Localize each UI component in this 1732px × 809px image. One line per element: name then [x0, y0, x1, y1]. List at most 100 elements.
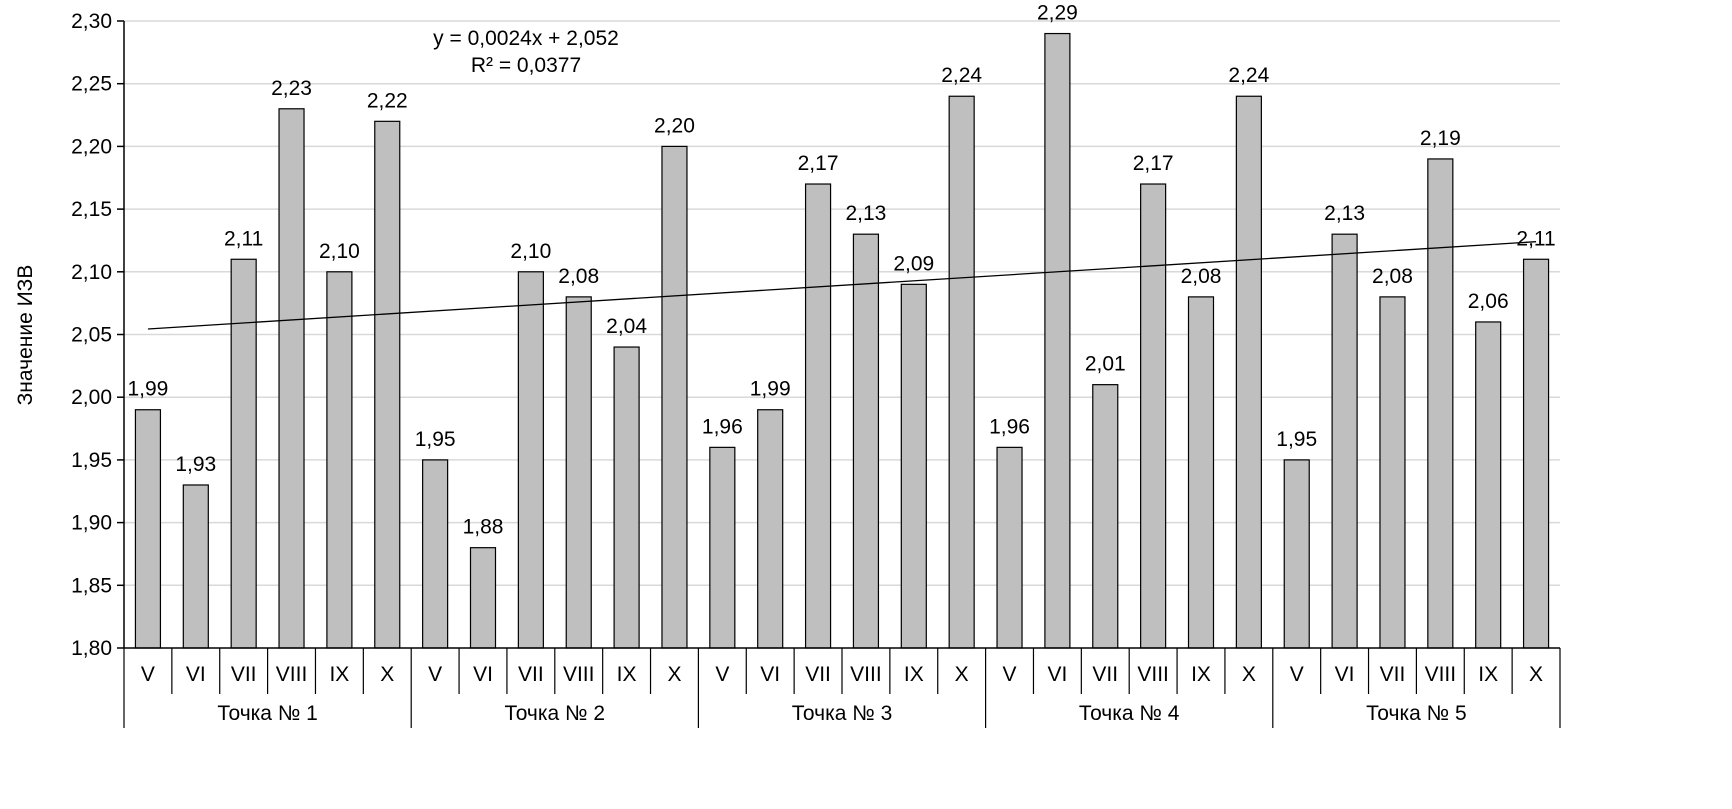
y-tick-label: 2,00: [71, 386, 112, 409]
y-tick-label: 2,05: [71, 324, 112, 347]
data-label: 2,11: [1516, 227, 1555, 250]
x-tick-label-month: VII: [1092, 663, 1118, 686]
x-tick-label-month: V: [1290, 663, 1304, 686]
x-tick-label-month: VII: [805, 663, 831, 686]
bar: [613, 346, 640, 649]
bar: [1187, 296, 1215, 649]
data-label: 2,23: [271, 77, 312, 100]
x-tick-label-month: X: [955, 663, 969, 686]
x-group-label: Точка № 2: [505, 702, 606, 725]
x-tick-label-month: X: [380, 663, 394, 686]
y-axis: 1,80 1,85 1,90 1,95 2,00 2,05 2,10 2,15 2,20 2,25…: [71, 10, 125, 660]
x-tick-label-month: VII: [1380, 663, 1406, 686]
bar: [1283, 459, 1310, 649]
x-tick-label-month: IX: [904, 663, 924, 686]
bar: [804, 183, 832, 649]
bar: [469, 547, 497, 649]
data-label: 1,99: [127, 378, 168, 401]
bar: [1379, 296, 1406, 649]
data-label: 2,13: [1324, 202, 1365, 225]
data-label: 2,08: [1372, 265, 1413, 288]
data-label: 2,08: [558, 265, 599, 288]
data-label: 1,95: [415, 428, 456, 451]
x-tick-label-month: IX: [617, 663, 637, 686]
bar: [374, 120, 401, 649]
data-label: 1,88: [463, 516, 504, 539]
data-label: 2,19: [1420, 127, 1461, 150]
x-tick-label-month: IX: [1478, 663, 1498, 686]
x-tick-label-month: X: [667, 663, 681, 686]
data-label: 1,99: [750, 378, 791, 401]
bar: [230, 258, 257, 649]
bar: [661, 145, 688, 649]
y-tick-label: 1,95: [71, 449, 112, 472]
x-tick-label-month: VIII: [563, 663, 595, 686]
data-label: 1,96: [989, 415, 1030, 438]
y-tick-label: 2,15: [71, 198, 112, 221]
x-tick-label-month: VIII: [1425, 663, 1457, 686]
x-tick-label-month: V: [141, 663, 155, 686]
data-label: 2,24: [1228, 64, 1269, 87]
data-label: 2,22: [367, 89, 408, 112]
x-tick-label-month: VIII: [276, 663, 308, 686]
bar: [757, 409, 784, 649]
data-label: 1,95: [1276, 428, 1317, 451]
x-tick-label-month: X: [1242, 663, 1256, 686]
x-tick-label-month: V: [1003, 663, 1017, 686]
bar: [852, 233, 880, 649]
x-tick-label-month: VII: [518, 663, 544, 686]
x-tick-label-month: IX: [1191, 663, 1211, 686]
y-tick-label: 1,90: [71, 512, 112, 535]
x-tick-label-month: VI: [473, 663, 493, 686]
y-tick-label: 1,85: [71, 574, 112, 597]
gridlines: [124, 20, 1560, 587]
y-tick-label: 2,25: [71, 73, 112, 96]
bar: [1140, 183, 1167, 649]
bar: [278, 108, 305, 649]
x-group-label: Точка № 1: [217, 702, 318, 725]
x-group-label: Точка № 4: [1079, 702, 1180, 725]
data-label: 2,10: [319, 240, 360, 263]
data-label: 2,17: [1133, 152, 1174, 175]
x-tick-label-month: VI: [186, 663, 206, 686]
y-tick-label: 2,10: [71, 261, 112, 284]
x-axis: V VI VII VIII IX X Точка № 1 V VI VII VIII IX X Точка…: [123, 647, 1561, 728]
x-tick-label-month: VI: [1335, 663, 1355, 686]
data-label: 2,01: [1085, 353, 1126, 376]
data-label: 2,20: [654, 114, 695, 137]
y-axis-label: Значение ИЗВ: [14, 265, 37, 406]
data-label: 2,24: [941, 64, 982, 87]
bar: [517, 271, 544, 649]
data-label: 2,06: [1468, 290, 1509, 313]
bar: [709, 446, 736, 649]
y-tick-label: 2,20: [71, 135, 112, 158]
bar: [1044, 32, 1071, 649]
bar: [326, 271, 353, 649]
x-group-label: Точка № 5: [1366, 702, 1467, 725]
x-group-label: Точка № 3: [792, 702, 893, 725]
bar: [1235, 95, 1262, 649]
bar: [565, 296, 592, 649]
x-tick-label-month: V: [428, 663, 442, 686]
trendline-equation: y = 0,0024x + 2,052: [433, 27, 619, 50]
x-tick-label-month: X: [1529, 663, 1543, 686]
bar: [948, 95, 975, 649]
bars: 1,99 1,93 2,11 2,23 2,10 2,22 1,95 1,88 2,10 2,08…: [127, 2, 1556, 649]
bar: [1331, 233, 1358, 649]
y-tick-label: 2,30: [71, 10, 112, 33]
bar: [134, 409, 162, 649]
data-label: 1,93: [175, 453, 216, 476]
y-tick-label: 1,80: [71, 637, 112, 660]
x-tick-label-month: V: [715, 663, 729, 686]
bar: [182, 484, 209, 649]
bar: [900, 283, 927, 649]
x-tick-label-month: VI: [1047, 663, 1067, 686]
x-tick-label-month: VIII: [1137, 663, 1169, 686]
data-label: 2,29: [1037, 2, 1078, 25]
bar: [422, 459, 449, 649]
bar: [1427, 158, 1454, 649]
trendline-r2: R² = 0,0377: [471, 54, 581, 77]
data-label: 2,13: [845, 202, 886, 225]
bar: [1475, 321, 1502, 649]
